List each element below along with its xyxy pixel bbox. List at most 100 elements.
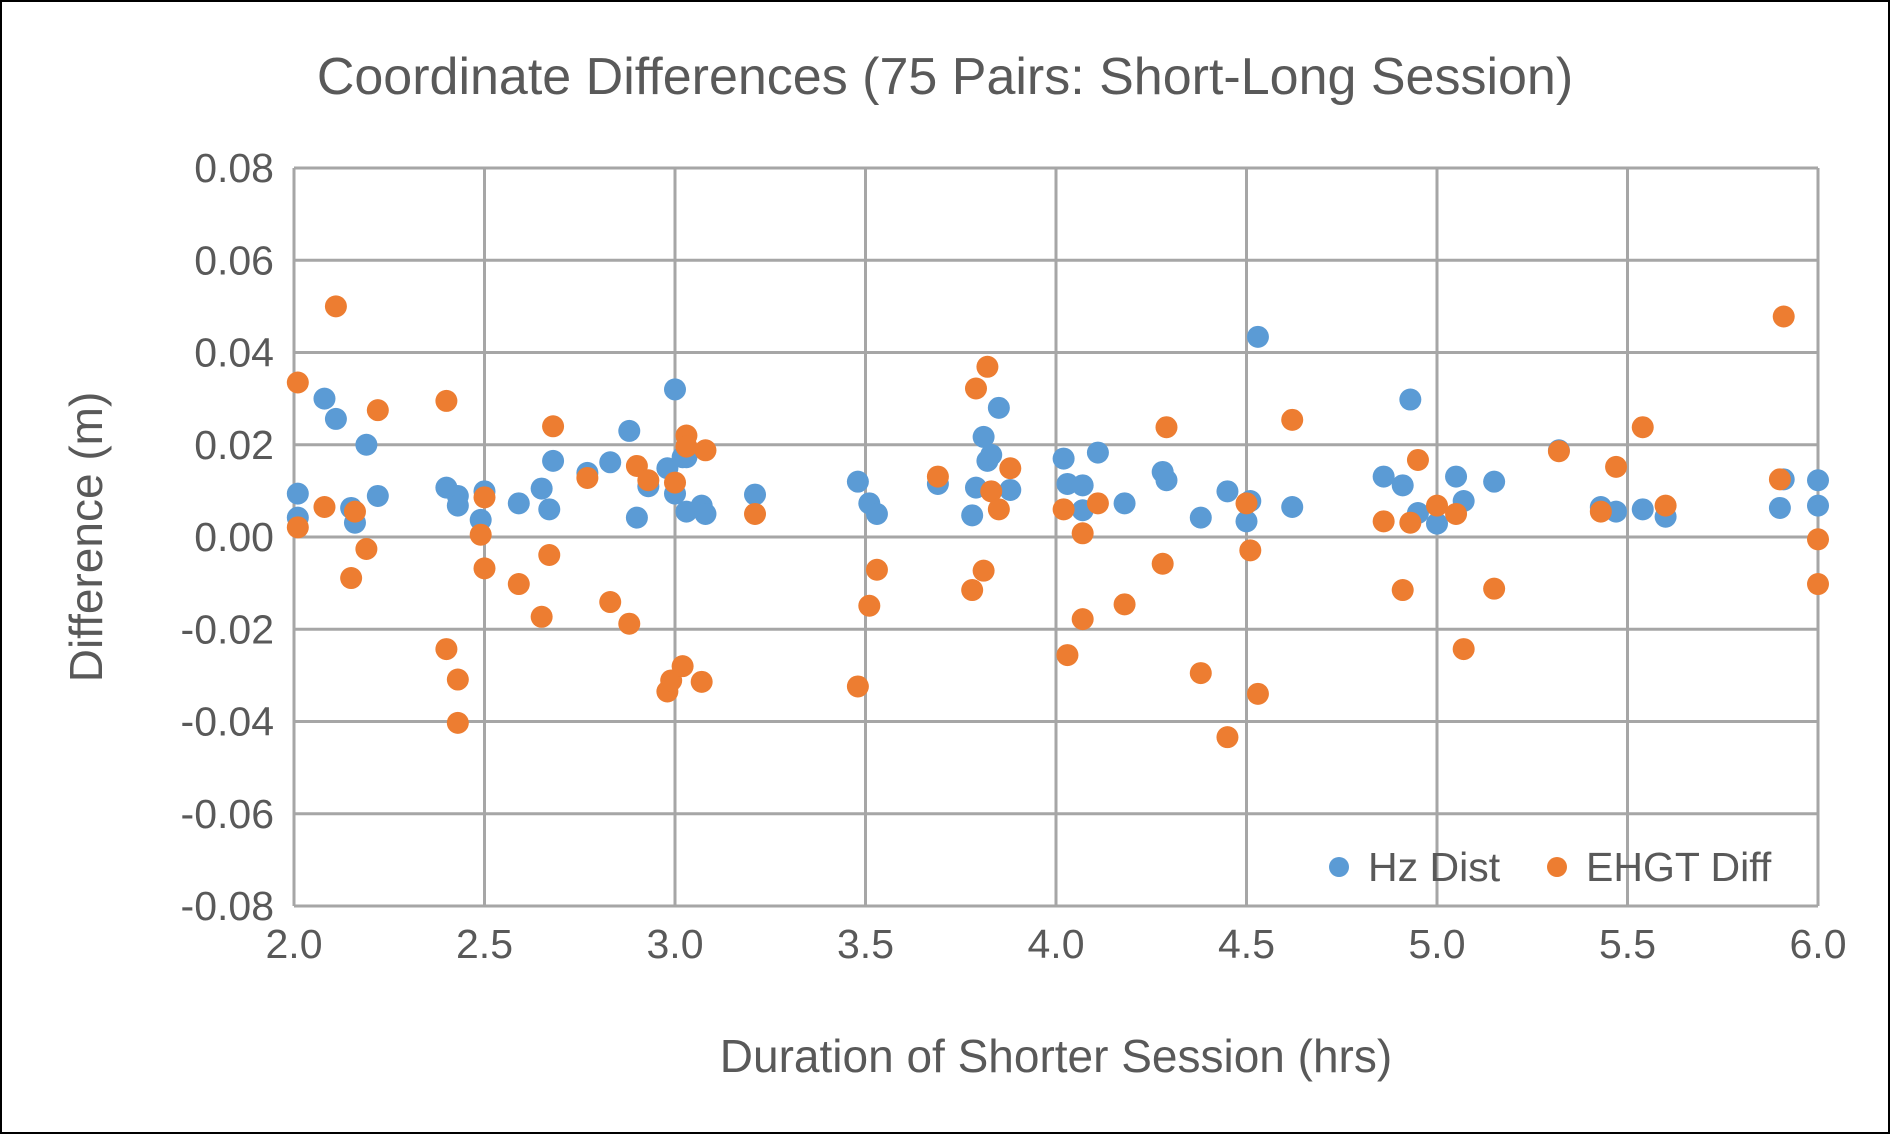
data-point [1071,474,1094,497]
data-point [675,435,698,458]
data-point [1426,512,1448,535]
data-point [1086,492,1109,515]
data-point [1216,480,1239,503]
data-point [1445,465,1468,488]
data-point [1246,325,1269,348]
data-point [694,502,717,525]
data-point [340,567,363,590]
data-point [473,557,496,580]
y-tick-label: 0.06 [194,237,274,283]
data-point [1281,408,1304,431]
data-point [618,612,641,635]
data-point [1399,511,1422,534]
data-points [286,295,1829,749]
data-point [313,387,336,410]
data-point [1281,496,1304,519]
data-point [1372,465,1395,488]
gridlines [292,166,1820,908]
data-point [1216,726,1239,749]
data-point [1189,506,1212,529]
x-tick-label: 2.0 [266,921,323,967]
data-point [987,498,1010,521]
data-point [599,591,622,614]
data-point [1406,448,1429,471]
legend-marker-ehgt-diff [1547,857,1567,877]
data-point [999,478,1022,501]
data-point [1056,644,1079,667]
data-point [1246,682,1269,705]
data-point [690,670,713,693]
x-tick-label: 4.5 [1218,921,1275,967]
data-point [286,516,309,539]
data-point [865,558,888,581]
data-point [618,419,641,442]
data-point [542,449,565,472]
series-ehgt-diff [286,295,1829,749]
data-point [355,537,378,560]
data-point [1807,469,1829,492]
legend: Hz Dist EHGT Diff [1329,844,1772,890]
data-point [446,494,469,517]
data-point [664,471,686,494]
data-point [1772,305,1795,328]
y-axis-label: Difference (m) [60,392,112,683]
data-point [846,470,869,493]
data-point [576,466,599,489]
data-point [1391,474,1414,497]
data-point [343,500,366,523]
y-tick-label: -0.06 [181,791,274,837]
legend-label-hz-dist: Hz Dist [1368,844,1501,890]
data-point [858,594,881,617]
data-point [846,675,869,698]
data-point [1239,539,1262,562]
data-point [987,396,1010,419]
x-tick-label: 5.0 [1409,921,1466,967]
data-point [1483,577,1506,600]
data-point [865,502,888,525]
data-point [1372,510,1395,533]
data-point [976,355,999,378]
data-point [980,480,1003,503]
data-point [1768,496,1791,519]
data-point [355,433,378,456]
data-point [1155,469,1178,492]
data-point [507,573,530,596]
y-tick-label: 0.02 [194,422,274,468]
data-point [972,559,995,582]
data-point [1391,579,1414,602]
y-tick-labels: 0.08 0.06 0.04 0.02 0.00 -0.02 -0.04 -0.06 -0.08 [181,145,274,929]
data-point [961,504,984,527]
data-point [1071,608,1094,631]
chart-title: Coordinate Differences (75 Pairs: Short-… [317,48,1573,106]
data-point [671,655,694,678]
data-point [1631,416,1654,439]
data-point [1113,593,1136,616]
data-point [744,502,767,525]
data-point [1155,416,1178,439]
data-point [980,443,1003,466]
data-point [926,465,949,488]
data-point [1235,510,1258,533]
data-point [286,482,309,505]
data-point [435,389,458,412]
data-point [1426,494,1448,517]
data-point [1807,528,1829,551]
data-point [625,506,648,529]
data-point [538,543,561,566]
data-point [366,484,389,507]
data-point [1052,447,1075,470]
data-point [366,399,389,422]
data-point [435,638,458,661]
data-point [664,378,686,401]
x-axis-label: Duration of Shorter Session (hrs) [720,1030,1392,1082]
data-point [744,483,767,506]
data-point [1483,470,1506,493]
x-tick-label: 5.5 [1599,921,1656,967]
data-point [1452,638,1475,661]
data-point [999,457,1022,480]
x-tick-label: 3.5 [837,921,894,967]
data-point [637,469,660,492]
data-point [1768,468,1791,491]
data-point [1605,500,1628,523]
